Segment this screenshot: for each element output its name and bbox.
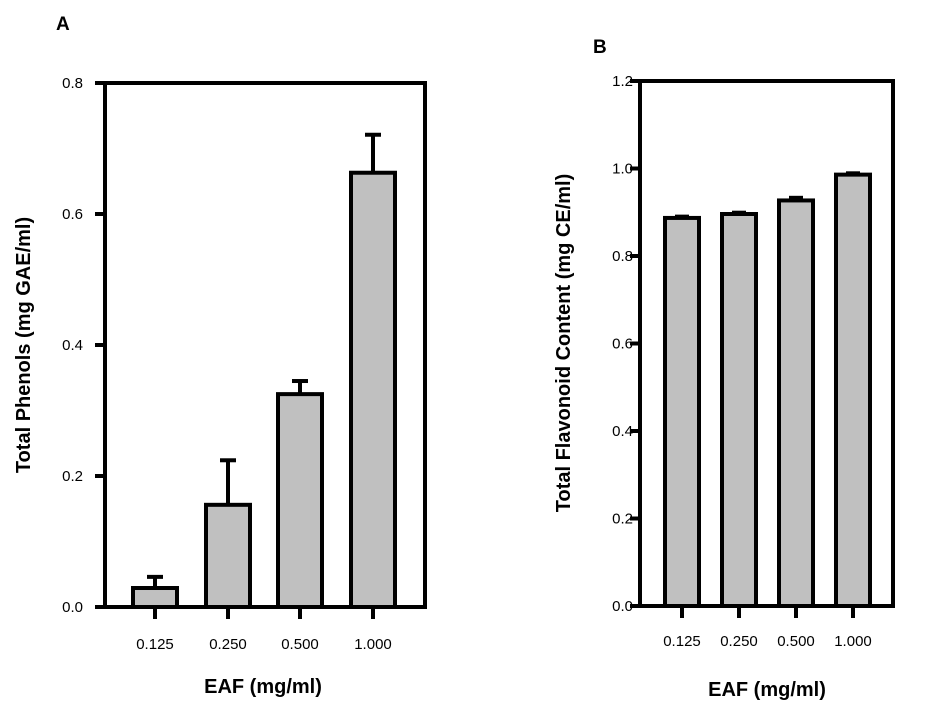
bar-a-1	[204, 502, 252, 610]
y-tick-label-b-5: 1.0	[612, 161, 633, 178]
x-tick-label-b-3: 1.000	[834, 633, 872, 650]
y-tick-label-a-3: 0.6	[62, 206, 83, 223]
y-tick-label-b-3: 0.6	[612, 336, 633, 353]
chart-panel-b: B Total Flavonoid Content (mg CE/ml) EAF…	[553, 37, 895, 701]
x-axis-title-b: EAF (mg/ml)	[708, 679, 826, 701]
x-tick-label-a-2: 0.500	[281, 636, 319, 653]
y-tick-label-b-0: 0.0	[612, 598, 633, 615]
y-tick-label-a-4: 0.8	[62, 75, 83, 92]
bar-b-2	[777, 198, 815, 608]
y-tick-label-a-2: 0.4	[62, 337, 83, 354]
bar-a-0	[131, 586, 179, 610]
x-axis-title-a: EAF (mg/ml)	[204, 676, 322, 698]
panel-label-b: B	[593, 37, 607, 58]
x-tick-label-b-2: 0.500	[777, 633, 815, 650]
y-tick-label-b-6: 1.2	[612, 73, 633, 90]
bar-a-3	[349, 170, 397, 610]
y-axis-title-b: Total Flavonoid Content (mg CE/ml)	[553, 174, 575, 513]
x-tick-label-b-0: 0.125	[663, 633, 701, 650]
bar-b-3	[834, 172, 872, 608]
y-tick-label-a-0: 0.0	[62, 599, 83, 616]
bar-a-2	[276, 392, 324, 609]
x-tick-label-a-3: 1.000	[354, 636, 392, 653]
panel-label-a: A	[56, 14, 70, 35]
y-tick-label-b-4: 0.8	[612, 248, 633, 265]
chart-panel-a: A Total Phenols (mg GAE/ml) EAF (mg/ml) …	[13, 14, 427, 698]
x-tick-label-a-1: 0.250	[209, 636, 247, 653]
bar-b-0	[663, 215, 701, 608]
bar-b-1	[720, 212, 758, 608]
y-tick-label-b-2: 0.4	[612, 423, 633, 440]
y-axis-title-a: Total Phenols (mg GAE/ml)	[13, 217, 35, 473]
x-tick-label-b-1: 0.250	[720, 633, 758, 650]
x-tick-label-a-0: 0.125	[136, 636, 174, 653]
y-tick-label-a-1: 0.2	[62, 468, 83, 485]
y-tick-label-b-1: 0.2	[612, 511, 633, 528]
